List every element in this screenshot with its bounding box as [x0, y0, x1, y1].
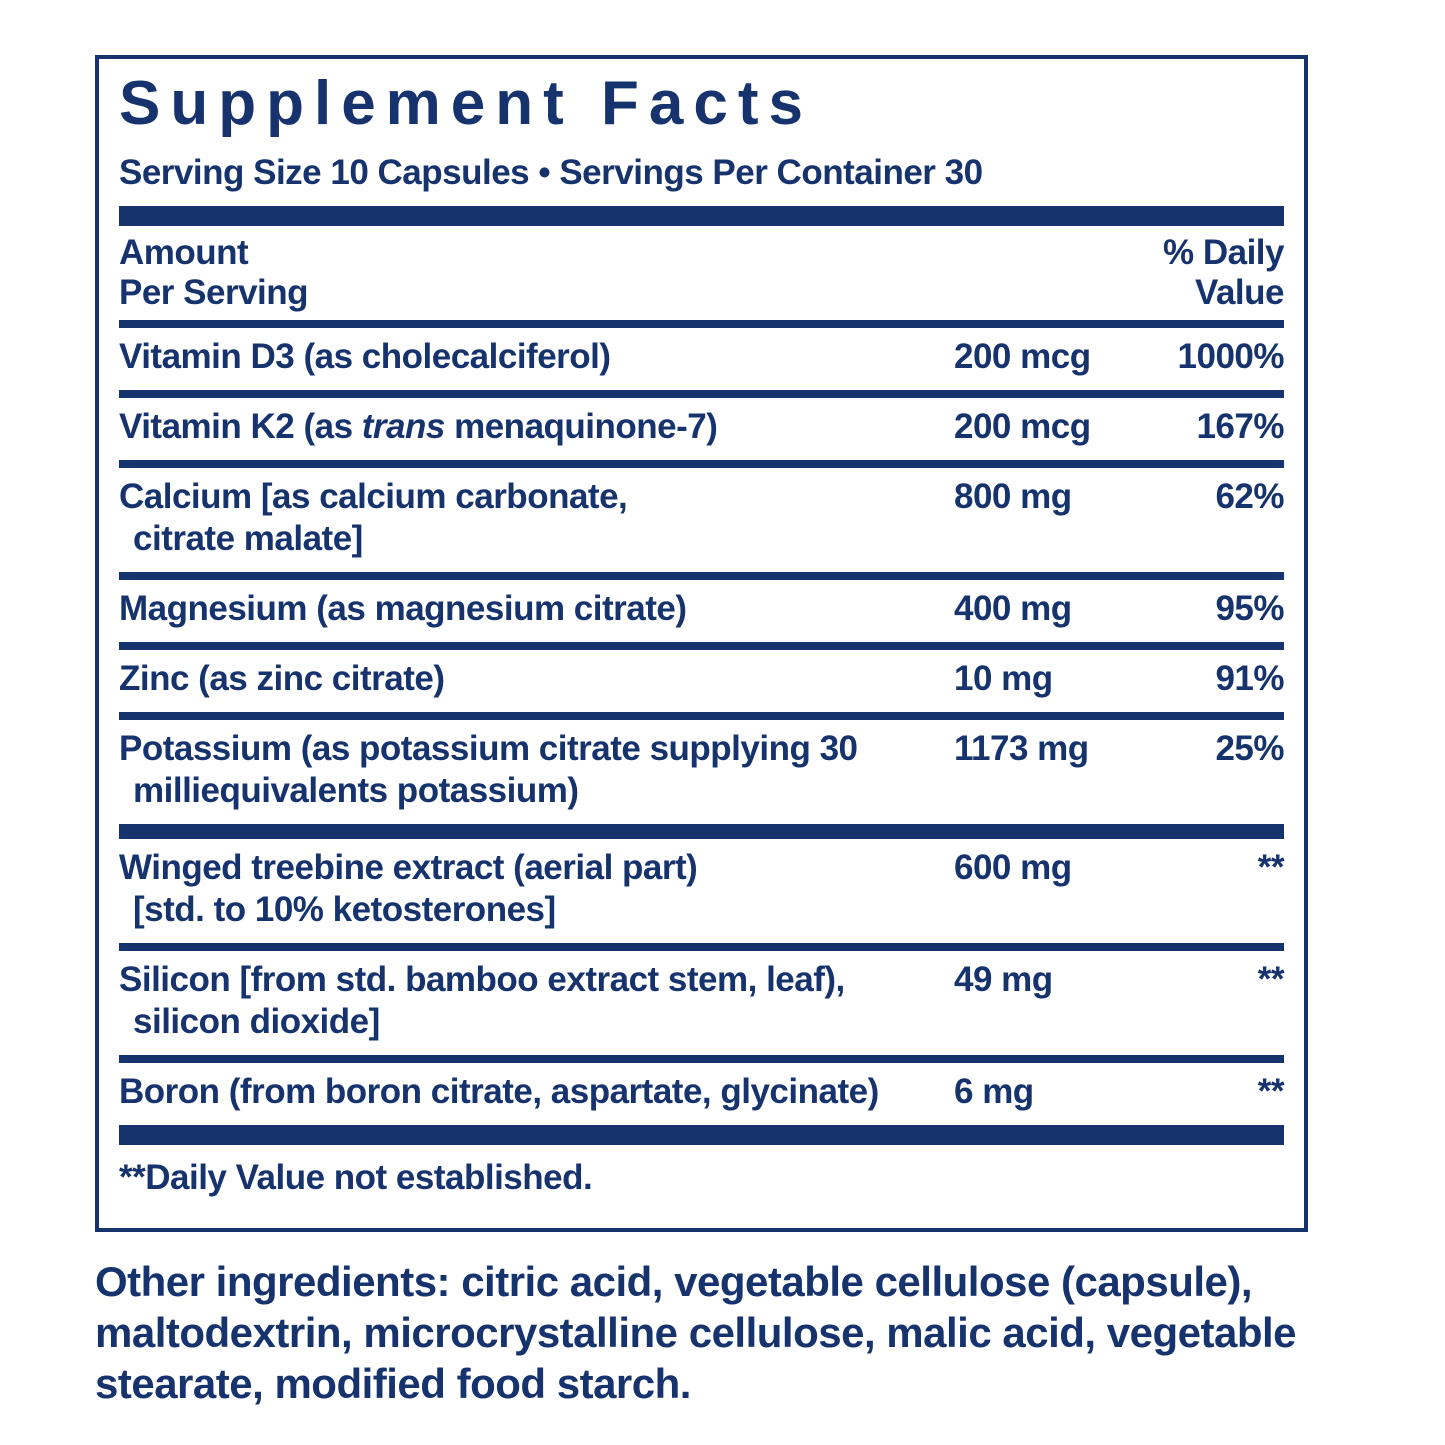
nutrient-name: Vitamin K2 (as trans menaquinone-7) [119, 406, 954, 448]
row-divider [119, 642, 1284, 651]
nutrient-name: Zinc (as zinc citrate) [119, 658, 954, 700]
nutrient-rows: Vitamin D3 (as cholecalciferol) 200 mcg 10… [119, 328, 1285, 1125]
nutrient-daily-value: 91% [1215, 659, 1284, 699]
amount-header-line1: Amount [119, 233, 249, 273]
row-divider [119, 460, 1284, 469]
amount-per-serving-header: Amount Per Serving [119, 233, 309, 313]
nutrient-name-continuation: silicon dioxide] [133, 1002, 380, 1042]
nutrient-name-continuation: milliequivalents potassium) [133, 771, 579, 811]
nutrient-row: Silicon [from std. bamboo extract stem, … [119, 951, 1285, 1055]
nutrient-row: Boron (from boron citrate, aspartate, gl… [119, 1063, 1285, 1125]
daily-value-footnote: **Daily Value not established. [119, 1158, 593, 1198]
nutrient-name: Boron (from boron citrate, aspartate, gl… [119, 1071, 954, 1113]
nutrient-amount: 1173 mg [954, 729, 1089, 769]
nutrient-daily-value: 95% [1215, 589, 1284, 629]
nutrient-name-line: Potassium (as potassium citrate supplyin… [119, 729, 858, 769]
supplement-facts-panel: Supplement Facts Serving Size 10 Capsule… [95, 55, 1308, 1232]
row-divider [119, 572, 1284, 581]
row-divider [119, 390, 1284, 399]
nutrient-daily-value: 1000% [1177, 337, 1285, 377]
nutrient-daily-value: ** [1257, 848, 1285, 888]
nutrient-daily-value: 25% [1215, 729, 1284, 769]
nutrient-row: Zinc (as zinc citrate) 10 mg 91% [119, 650, 1285, 712]
divider-bar-bottom [119, 1125, 1284, 1146]
nutrient-daily-value: ** [1257, 960, 1285, 1000]
column-header-row: Amount Per Serving % Daily Value [119, 226, 1285, 320]
serving-info: Serving Size 10 Capsules • Servings Per … [119, 153, 983, 193]
daily-value-header: % Daily Value [1163, 233, 1285, 313]
section-divider-heavy [119, 824, 1284, 840]
nutrient-name: Winged treebine extract (aerial part) [st… [119, 847, 954, 931]
row-divider [119, 712, 1284, 721]
dv-header-line1: % Daily [1163, 233, 1285, 273]
nutrient-name: Vitamin D3 (as cholecalciferol) [119, 336, 954, 378]
nutrient-amount: 10 mg [954, 659, 1053, 699]
panel-title: Supplement Facts [119, 69, 813, 138]
nutrient-row: Vitamin K2 (as trans menaquinone-7) 200 m… [119, 398, 1285, 460]
nutrient-row: Magnesium (as magnesium citrate) 400 mg 95… [119, 580, 1285, 642]
nutrient-name: Potassium (as potassium citrate supplyin… [119, 728, 954, 812]
nutrient-name-line: Zinc (as zinc citrate) [119, 659, 445, 699]
nutrient-amount: 800 mg [954, 477, 1072, 517]
nutrient-daily-value: 62% [1215, 477, 1284, 517]
divider-under-header [119, 320, 1284, 329]
nutrient-amount: 200 mcg [954, 337, 1091, 377]
nutrient-name-line: Vitamin D3 (as cholecalciferol) [119, 337, 611, 377]
row-divider [119, 943, 1284, 952]
nutrient-name-line: Calcium [as calcium carbonate, [119, 477, 628, 517]
nutrient-name-line: Boron (from boron citrate, aspartate, gl… [119, 1072, 879, 1112]
nutrient-name-line: Silicon [from std. bamboo extract stem, … [119, 960, 845, 1000]
nutrient-amount: 200 mcg [954, 407, 1091, 447]
row-divider [119, 1055, 1284, 1064]
nutrient-row: Potassium (as potassium citrate supplyin… [119, 720, 1285, 824]
nutrient-amount: 49 mg [954, 960, 1053, 1000]
nutrient-daily-value: 167% [1196, 407, 1284, 447]
nutrient-name-line: Vitamin K2 (as trans menaquinone-7) [119, 407, 718, 447]
nutrient-amount: 600 mg [954, 848, 1072, 888]
nutrient-name-line: Magnesium (as magnesium citrate) [119, 589, 687, 629]
nutrient-name-continuation: [std. to 10% ketosterones] [133, 890, 556, 930]
nutrient-row: Calcium [as calcium carbonate, citrate ma… [119, 468, 1285, 572]
nutrient-name: Silicon [from std. bamboo extract stem, … [119, 959, 954, 1043]
other-ingredients: Other ingredients: citric acid, vegetabl… [95, 1258, 1297, 1407]
nutrient-name: Magnesium (as magnesium citrate) [119, 588, 954, 630]
nutrient-daily-value: ** [1257, 1072, 1285, 1112]
nutrient-row: Winged treebine extract (aerial part) [st… [119, 839, 1285, 943]
nutrient-name-continuation: citrate malate] [133, 519, 363, 559]
nutrient-name: Calcium [as calcium carbonate, citrate ma… [119, 476, 954, 560]
nutrient-name-line: Winged treebine extract (aerial part) [119, 848, 698, 888]
nutrient-amount: 400 mg [954, 589, 1072, 629]
dv-header-line2: Value [1195, 273, 1284, 313]
nutrient-amount: 6 mg [954, 1072, 1034, 1112]
divider-bar-top [119, 206, 1284, 227]
amount-header-line2: Per Serving [119, 273, 309, 313]
nutrient-row: Vitamin D3 (as cholecalciferol) 200 mcg 10… [119, 328, 1285, 390]
